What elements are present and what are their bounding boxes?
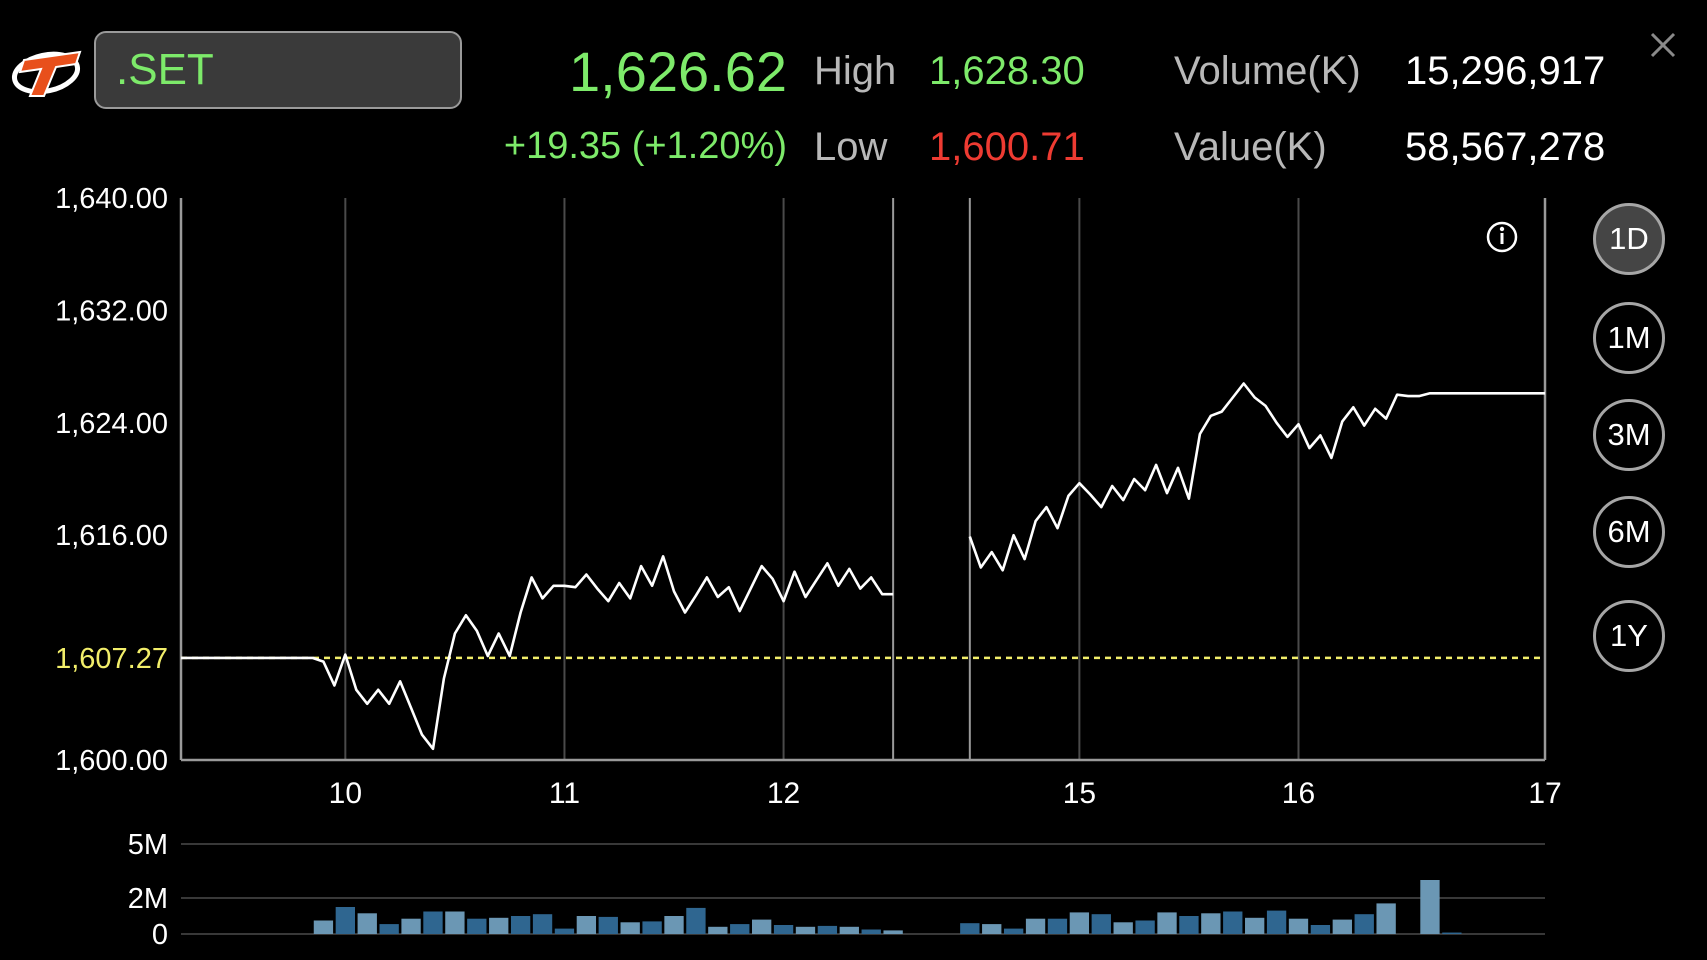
symbol-input[interactable]: .SET: [94, 31, 462, 109]
volume-bar: [576, 916, 597, 934]
volume-bar: [335, 907, 356, 934]
volume-bar: [1266, 910, 1287, 934]
low-label: Low: [814, 125, 888, 169]
value-value: 58,567,278: [1405, 125, 1606, 169]
high-label: High: [814, 49, 897, 93]
volume-bar: [642, 921, 662, 934]
x-tick-label: 10: [329, 777, 362, 810]
volume-bar: [1069, 912, 1090, 934]
x-tick-label: 15: [1063, 777, 1096, 810]
price-line-session-1: [181, 555, 894, 751]
volume-bar: [751, 919, 772, 934]
volume-bar: [598, 916, 618, 934]
volume-bar: [532, 914, 553, 934]
volume-chart: 5M 2M 0: [128, 829, 1545, 951]
volume-bar: [773, 925, 794, 934]
volume-bar: [423, 911, 443, 934]
volume-bar: [554, 928, 575, 934]
volume-bar: [686, 907, 706, 934]
period-button-1m[interactable]: 1M: [1593, 302, 1665, 374]
volume-bar: [313, 920, 334, 934]
volume-bar: [1003, 928, 1024, 934]
volume-bar: [730, 924, 750, 934]
volume-bar: [1420, 880, 1440, 934]
volume-bar: [795, 926, 816, 934]
info-icon[interactable]: [1486, 221, 1518, 253]
volume-bar: [1091, 914, 1111, 934]
price-line-session-2: [968, 382, 1545, 572]
volume-y-tick-label: 5M: [128, 829, 168, 861]
high-value: 1,628.30: [929, 49, 1085, 93]
volume-bar: [1245, 917, 1265, 934]
volume-bar: [1201, 913, 1221, 934]
price-change: +19.35 (+1.20%): [503, 125, 787, 167]
period-button-3m[interactable]: 3M: [1593, 399, 1665, 471]
volume-bar: [664, 916, 684, 934]
low-value: 1,600.71: [929, 125, 1085, 169]
volume-bar: [861, 929, 881, 934]
volume-y-tick-label: 0: [152, 919, 168, 951]
price-y-tick-label: 1,616.00: [55, 520, 168, 552]
x-tick-label: 16: [1282, 777, 1315, 810]
x-tick-label: 12: [767, 777, 800, 810]
volume-bar: [1288, 918, 1309, 934]
volume-bar: [1354, 914, 1374, 934]
volume-bar: [1179, 916, 1199, 934]
price-y-tick-label: 1,600.00: [55, 745, 168, 777]
volume-bar: [883, 930, 903, 934]
volume-bar: [467, 918, 487, 934]
x-tick-label: 11: [549, 777, 580, 810]
volume-bar: [1047, 918, 1068, 934]
volume-bar: [401, 918, 421, 934]
volume-bar: [379, 924, 399, 934]
volume-value: 15,296,917: [1405, 49, 1606, 93]
brand-logo-icon: [11, 50, 82, 97]
reference-label: 1,607.27: [55, 643, 168, 675]
volume-bar: [960, 923, 980, 934]
volume-bar: [1310, 925, 1331, 934]
volume-bar: [708, 926, 728, 934]
price-chart: 1,640.00 1,632.00 1,624.00 1,616.00 1,600.00…: [55, 183, 1562, 810]
x-tick-label: 17: [1528, 777, 1561, 810]
period-button-1d[interactable]: 1D: [1593, 203, 1665, 275]
volume-bar: [1135, 920, 1155, 934]
volume-bar: [489, 917, 509, 934]
period-button-6m[interactable]: 6M: [1593, 496, 1665, 568]
volume-bar: [1442, 932, 1462, 934]
value-label: Value(K): [1174, 125, 1327, 169]
volume-bar: [1157, 912, 1177, 934]
volume-label: Volume(K): [1174, 49, 1361, 93]
volume-y-tick-label: 2M: [128, 883, 168, 915]
volume-bar: [1332, 919, 1352, 934]
volume-bar: [1223, 911, 1243, 934]
volume-bar: [1113, 922, 1133, 934]
volume-bar: [817, 925, 838, 934]
volume-bar: [620, 922, 640, 934]
volume-bar: [445, 911, 465, 934]
last-price: 1,626.62: [569, 40, 787, 103]
price-y-tick-label: 1,624.00: [55, 408, 168, 440]
volume-bar: [510, 916, 531, 934]
symbol-text: .SET: [116, 45, 214, 94]
period-button-1y[interactable]: 1Y: [1593, 600, 1665, 672]
volume-bar: [982, 924, 1002, 934]
volume-bar: [1376, 903, 1396, 934]
volume-bar: [1025, 918, 1046, 934]
volume-bar: [357, 913, 377, 934]
price-y-tick-label: 1,640.00: [55, 183, 168, 215]
close-icon[interactable]: [1648, 30, 1678, 60]
price-y-tick-label: 1,632.00: [55, 295, 168, 327]
volume-bar: [839, 926, 859, 934]
